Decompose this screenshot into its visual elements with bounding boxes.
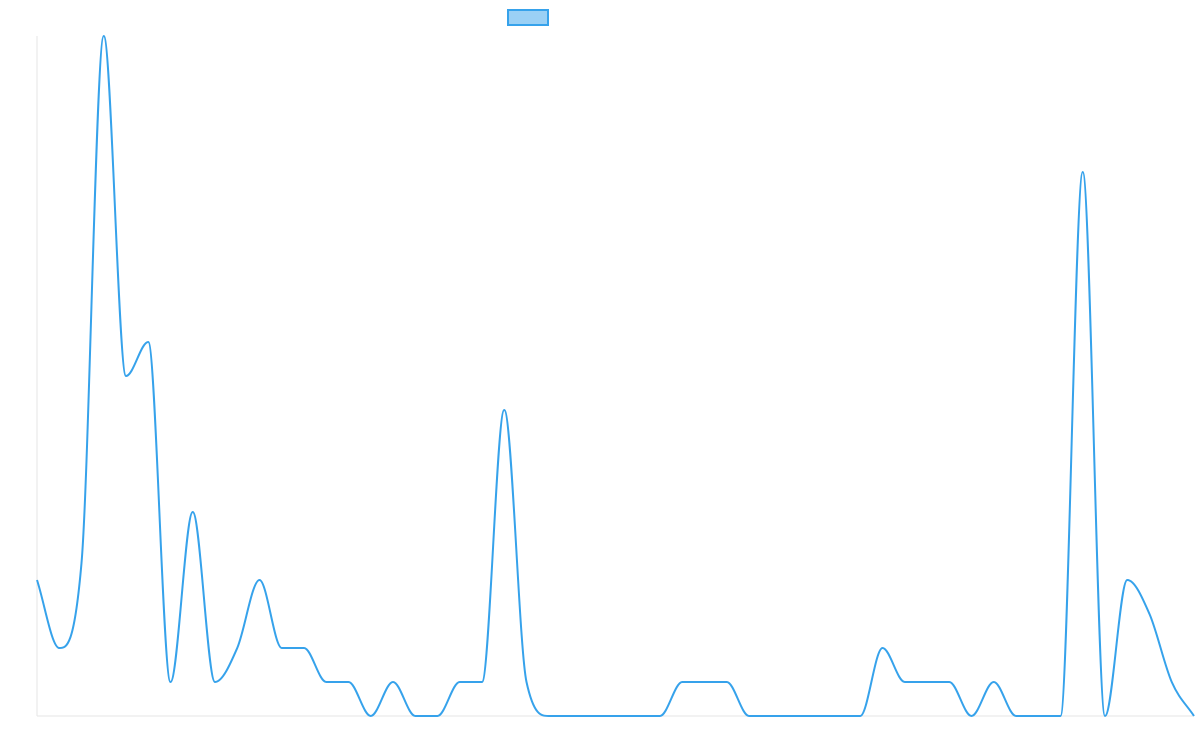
data-point[interactable] [746, 713, 752, 719]
data-point[interactable] [323, 679, 329, 685]
data-point[interactable] [1124, 577, 1130, 583]
data-point[interactable] [946, 679, 952, 685]
legend[interactable] [507, 9, 549, 26]
data-point[interactable] [279, 645, 285, 651]
data-point[interactable] [791, 713, 797, 719]
data-point[interactable] [257, 577, 263, 583]
data-point[interactable] [479, 679, 485, 685]
data-point[interactable] [924, 679, 930, 685]
data-point[interactable] [590, 713, 596, 719]
data-point[interactable] [79, 560, 85, 566]
data-point[interactable] [412, 713, 418, 719]
data-point[interactable] [835, 713, 841, 719]
legend-swatch[interactable] [507, 9, 549, 26]
data-point[interactable] [234, 645, 240, 651]
data-point[interactable] [635, 713, 641, 719]
data-point[interactable] [457, 679, 463, 685]
data-point[interactable] [902, 679, 908, 685]
data-point[interactable] [1191, 713, 1197, 719]
data-point[interactable] [301, 645, 307, 651]
data-point[interactable] [1147, 611, 1153, 617]
data-point[interactable] [435, 713, 441, 719]
data-point[interactable] [346, 679, 352, 685]
data-point[interactable] [724, 679, 730, 685]
data-point[interactable] [1013, 713, 1019, 719]
data-point[interactable] [212, 679, 218, 685]
data-point[interactable] [768, 713, 774, 719]
data-point[interactable] [568, 713, 574, 719]
data-point[interactable] [34, 577, 40, 583]
data-point[interactable] [190, 509, 196, 515]
data-point[interactable] [991, 679, 997, 685]
data-point[interactable] [145, 339, 151, 345]
data-point[interactable] [679, 679, 685, 685]
data-point[interactable] [501, 407, 507, 413]
data-point[interactable] [1169, 679, 1175, 685]
data-point[interactable] [702, 679, 708, 685]
data-point[interactable] [1035, 713, 1041, 719]
data-point[interactable] [880, 645, 886, 651]
data-point[interactable] [969, 713, 975, 719]
chart-axes [36, 36, 1194, 717]
data-point[interactable] [657, 713, 663, 719]
data-point[interactable] [1080, 169, 1086, 175]
series-layer [34, 33, 1197, 719]
data-point[interactable] [813, 713, 819, 719]
data-point[interactable] [56, 645, 62, 651]
data-point[interactable] [1102, 713, 1108, 719]
data-point[interactable] [613, 713, 619, 719]
data-point[interactable] [390, 679, 396, 685]
data-point[interactable] [368, 713, 374, 719]
series-line [36, 35, 1195, 717]
data-point[interactable] [168, 679, 174, 685]
data-point[interactable] [857, 713, 863, 719]
data-point[interactable] [123, 373, 129, 379]
data-point[interactable] [1058, 713, 1064, 719]
data-point[interactable] [524, 679, 530, 685]
data-point[interactable] [546, 713, 552, 719]
data-point[interactable] [101, 33, 107, 39]
